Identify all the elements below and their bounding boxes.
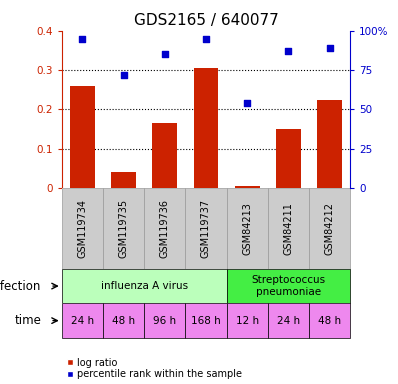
Text: GSM119734: GSM119734 <box>77 199 87 258</box>
Text: 168 h: 168 h <box>191 316 221 326</box>
Bar <box>70 86 95 188</box>
Legend: log ratio, percentile rank within the sample: log ratio, percentile rank within the sa… <box>66 358 242 379</box>
Bar <box>226 269 350 303</box>
Point <box>120 72 127 78</box>
Text: GSM84211: GSM84211 <box>283 202 293 255</box>
Bar <box>235 186 259 188</box>
Text: 48 h: 48 h <box>318 316 341 326</box>
Bar <box>226 188 268 269</box>
Text: time: time <box>15 314 41 327</box>
Bar <box>103 303 144 338</box>
Bar <box>185 303 226 338</box>
Bar <box>111 172 136 188</box>
Bar <box>62 188 103 269</box>
Point <box>285 48 292 54</box>
Bar <box>62 303 103 338</box>
Bar <box>185 188 226 269</box>
Bar <box>144 303 185 338</box>
Text: GSM84212: GSM84212 <box>325 202 335 255</box>
Point <box>203 36 209 42</box>
Text: 24 h: 24 h <box>71 316 94 326</box>
Title: GDS2165 / 640077: GDS2165 / 640077 <box>134 13 278 28</box>
Bar <box>152 123 177 188</box>
Bar <box>226 303 268 338</box>
Text: GSM119735: GSM119735 <box>119 199 129 258</box>
Point <box>79 36 86 42</box>
Text: GSM119737: GSM119737 <box>201 199 211 258</box>
Bar <box>309 188 350 269</box>
Text: GSM119736: GSM119736 <box>160 199 170 258</box>
Text: 12 h: 12 h <box>236 316 259 326</box>
Text: GSM84213: GSM84213 <box>242 202 252 255</box>
Point <box>244 100 250 106</box>
Bar <box>193 68 219 188</box>
Bar <box>309 303 350 338</box>
Bar <box>103 188 144 269</box>
Text: influenza A virus: influenza A virus <box>101 281 188 291</box>
Text: 48 h: 48 h <box>112 316 135 326</box>
Bar <box>276 129 301 188</box>
Bar <box>317 99 342 188</box>
Bar <box>268 303 309 338</box>
Point <box>326 45 333 51</box>
Bar <box>144 188 185 269</box>
Point <box>162 51 168 58</box>
Bar <box>62 269 226 303</box>
Text: 24 h: 24 h <box>277 316 300 326</box>
Text: 96 h: 96 h <box>153 316 176 326</box>
Text: infection: infection <box>0 280 41 293</box>
Bar <box>268 188 309 269</box>
Text: Streptococcus
pneumoniae: Streptococcus pneumoniae <box>252 275 326 297</box>
